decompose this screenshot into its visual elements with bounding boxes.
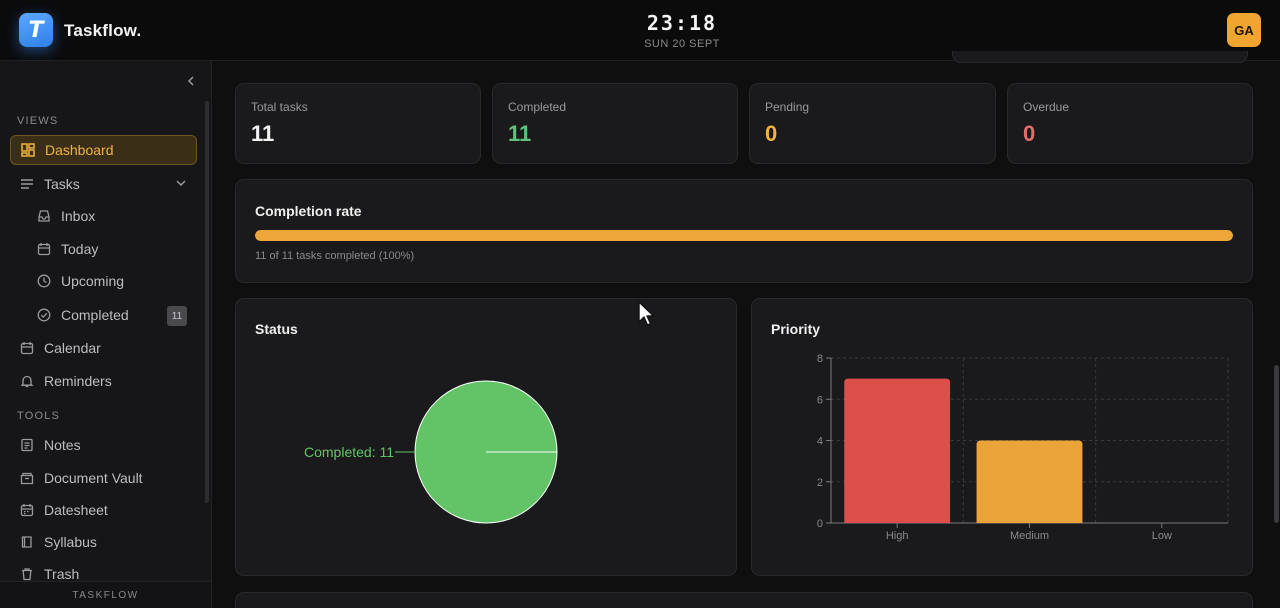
sidebar-item-label: Inbox [61, 208, 96, 224]
document-icon [20, 471, 34, 485]
sidebar-item-notes[interactable]: Notes [10, 430, 197, 460]
sidebar-item-label: Calendar [44, 340, 101, 356]
sidebar-footer: TASKFLOW [0, 581, 211, 608]
stat-value: 11 [251, 121, 275, 146]
sidebar-item-label: Syllabus [44, 534, 97, 550]
top-bar: T Taskflow. 23:18 SUN 20 SEPT GA [0, 0, 1280, 61]
mouse-cursor-icon [638, 301, 655, 326]
sidebar: VIEWS Dashboard Tasks Inbox Today Upcomi… [0, 61, 212, 608]
stat-card-completed: Completed 11 [492, 83, 738, 164]
notes-icon [20, 438, 34, 452]
y-tick-label: 2 [817, 477, 823, 489]
top-partial-card [952, 51, 1248, 63]
list-icon [20, 177, 34, 191]
y-tick-label: 6 [817, 394, 823, 406]
sidebar-item-syllabus[interactable]: Syllabus [10, 527, 197, 557]
date: SUN 20 SEPT [644, 38, 720, 50]
stat-label: Overdue [1023, 100, 1070, 114]
sidebar-scrollbar[interactable] [205, 101, 209, 503]
stat-card-pending: Pending 0 [749, 83, 996, 164]
brand-name: Taskflow. [64, 21, 142, 40]
stat-label: Total tasks [251, 100, 308, 114]
sidebar-item-label: Dashboard [45, 142, 114, 158]
sidebar-item-trash[interactable]: Trash [10, 559, 197, 589]
sidebar-item-label: Today [61, 241, 99, 257]
completion-progress-bar [255, 230, 1233, 241]
sidebar-item-label: Completed [61, 307, 129, 323]
views-section-label: VIEWS [17, 115, 59, 127]
trash-icon [20, 567, 34, 581]
sidebar-item-datesheet[interactable]: Datesheet [10, 495, 197, 525]
stat-label: Completed [508, 100, 567, 114]
x-tick-label: Low [1152, 530, 1172, 542]
status-pie-chart: Completed: 11 [304, 380, 558, 524]
chart-title: Priority [771, 321, 821, 337]
logo-letter: T [28, 17, 44, 43]
sidebar-item-label: Tasks [44, 176, 80, 192]
x-tick-label: High [886, 530, 909, 542]
sidebar-item-inbox[interactable]: Inbox [10, 201, 197, 231]
priority-chart-card: Priority 0 2 4 6 8 High Medium Low [751, 298, 1253, 576]
stat-value: 11 [508, 121, 532, 146]
bar-medium[interactable] [976, 440, 1083, 524]
stat-label: Pending [765, 100, 810, 114]
completion-note: 11 of 11 tasks completed (100%) [255, 250, 415, 262]
clock-icon [37, 274, 51, 288]
stat-card-overdue: Overdue 0 [1007, 83, 1253, 164]
sidebar-item-label: Trash [44, 566, 80, 582]
chevron-down-icon[interactable] [175, 177, 187, 189]
y-tick-label: 4 [817, 436, 823, 448]
priority-bar-chart: 0 2 4 6 8 High Medium Low [817, 353, 1229, 542]
y-tick-label: 8 [817, 353, 823, 365]
sidebar-item-label: Datesheet [44, 502, 108, 518]
bar-high[interactable] [844, 378, 951, 523]
sidebar-item-label: Reminders [44, 373, 112, 389]
x-tick-label: Medium [1010, 530, 1049, 542]
sidebar-item-label: Upcoming [61, 273, 125, 289]
check-circle-icon [37, 308, 51, 322]
pie-data-label: Completed: 11 [304, 444, 394, 460]
next-card-partial [235, 592, 1253, 608]
sidebar-item-completed[interactable]: Completed 11 [10, 300, 197, 330]
avatar[interactable]: GA [1227, 13, 1261, 47]
sidebar-item-calendar[interactable]: Calendar [10, 333, 197, 363]
completion-title: Completion rate [255, 203, 362, 219]
book-icon [20, 535, 34, 549]
dashboard-icon [21, 143, 35, 157]
sidebar-item-dashboard[interactable]: Dashboard [10, 135, 197, 165]
progress-fill [255, 230, 1233, 241]
sidebar-item-reminders[interactable]: Reminders [10, 366, 197, 396]
stat-card-total: Total tasks 11 [235, 83, 481, 164]
app-logo[interactable]: T [19, 13, 53, 47]
stat-value: 0 [765, 121, 778, 146]
y-tick-label: 0 [817, 518, 823, 530]
main-scrollbar[interactable] [1274, 365, 1279, 523]
chart-title: Status [255, 321, 298, 337]
status-chart-card: Status Completed: 11 [235, 298, 737, 576]
sidebar-item-label: Document Vault [44, 470, 143, 486]
clock: 23:18 [646, 11, 718, 35]
stat-value: 0 [1023, 121, 1036, 146]
count-badge: 11 [167, 306, 187, 326]
sidebar-item-label: Notes [44, 437, 81, 453]
sidebar-item-today[interactable]: Today [10, 234, 197, 264]
collapse-sidebar-icon[interactable] [184, 74, 198, 88]
completion-rate-card: Completion rate 11 of 11 tasks completed… [235, 179, 1253, 283]
inbox-icon [37, 209, 51, 223]
main-content: Total tasks 11 Completed 11 Pending 0 Ov… [212, 51, 1280, 608]
bell-icon [20, 374, 34, 388]
datesheet-icon [20, 503, 34, 517]
sidebar-item-document-vault[interactable]: Document Vault [10, 463, 197, 493]
sidebar-item-tasks[interactable]: Tasks [10, 169, 197, 199]
sidebar-item-upcoming[interactable]: Upcoming [10, 266, 197, 296]
calendar-icon [20, 341, 34, 355]
today-icon [37, 242, 51, 256]
tools-section-label: TOOLS [17, 410, 61, 422]
